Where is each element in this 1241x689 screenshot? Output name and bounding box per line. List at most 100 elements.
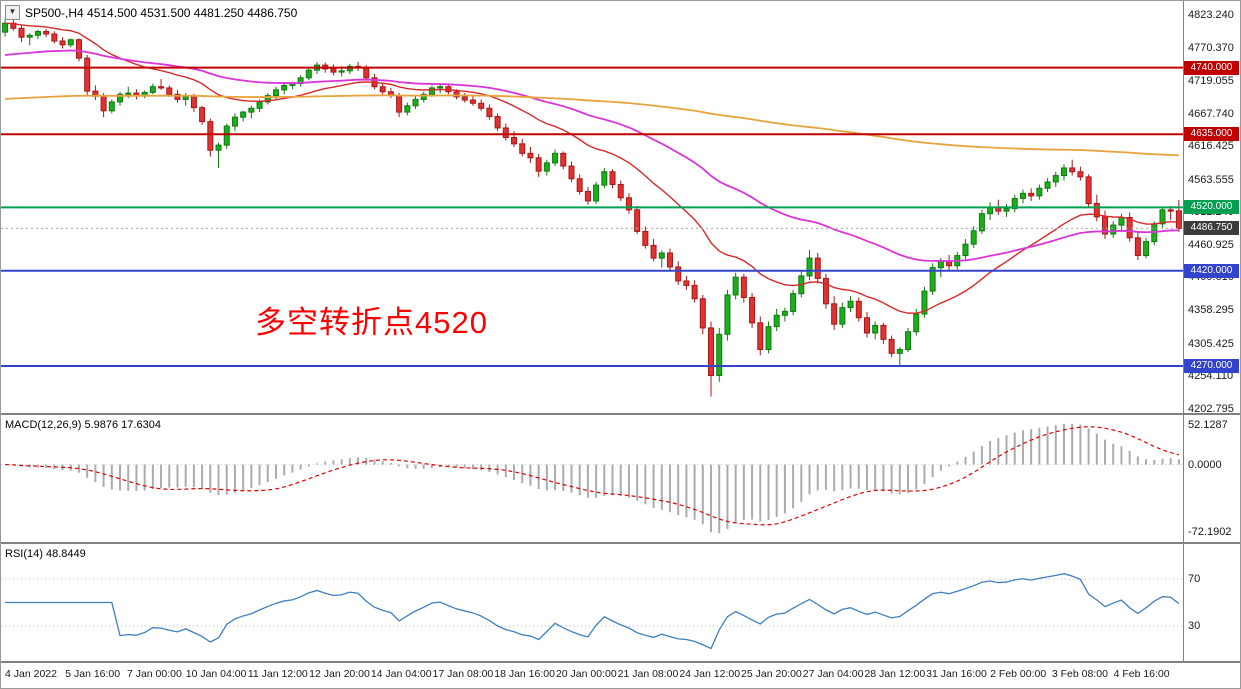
candle: [363, 67, 370, 79]
candle: [182, 95, 189, 100]
candle: [1167, 209, 1174, 212]
time-axis-label: 18 Jan 16:00: [494, 668, 555, 680]
candle: [511, 136, 518, 145]
price-axis-label: 4823.240: [1188, 8, 1234, 21]
price-axis-label: 4254.110: [1188, 370, 1234, 383]
candle: [43, 30, 50, 35]
time-axis-label: 14 Jan 04:00: [370, 668, 432, 680]
annotation-text[interactable]: 多空转折点4520: [255, 305, 488, 340]
candle: [552, 152, 559, 164]
rsi-chart-svg[interactable]: [1, 544, 1183, 661]
price-axis-label: 4667.740: [1188, 107, 1234, 120]
time-scale[interactable]: 4 Jan 2022 5 Jan 16:00 7 Jan 00:00 10 Jan 0…: [1, 663, 1240, 688]
macd-panel: MACD(12,26,9) 5.9876 17.6304: [1, 415, 1183, 542]
time-axis-label: 4 Jan 2022: [5, 668, 57, 680]
candle: [149, 86, 156, 93]
candle: [699, 298, 706, 329]
candle: [749, 296, 756, 324]
price-badge: 4520.000: [1184, 200, 1239, 215]
candle: [330, 68, 337, 73]
candle: [404, 105, 411, 113]
candle: [166, 87, 173, 95]
candle: [2, 22, 9, 33]
candle: [543, 162, 550, 172]
macd-chart-svg[interactable]: [1, 415, 1183, 542]
price-axis-label: 4358.295: [1188, 303, 1234, 316]
candle: [970, 230, 977, 245]
candle: [231, 116, 238, 127]
candle: [1159, 209, 1166, 225]
candle: [264, 95, 271, 103]
candle: [1077, 171, 1084, 178]
candle: [158, 86, 165, 89]
candle: [174, 93, 181, 100]
ma-slow: [5, 94, 1179, 157]
candle: [568, 165, 575, 180]
candle: [962, 243, 969, 257]
candle: [937, 260, 944, 269]
candle: [888, 338, 895, 354]
candle: [584, 190, 591, 202]
candle: [256, 101, 263, 109]
macd-scale: 52.1287 0.0000 -72.1902: [1184, 415, 1240, 542]
candle: [437, 86, 444, 89]
candle: [839, 307, 846, 325]
candle: [338, 70, 345, 73]
time-axis-label: 10 Jan 04:00: [185, 668, 247, 680]
time-axis-label: 28 Jan 12:00: [864, 668, 926, 680]
panel-separator[interactable]: [1, 661, 1240, 663]
time-axis-label: 25 Jan 20:00: [741, 668, 802, 680]
candle: [905, 331, 912, 351]
candle: [1003, 208, 1010, 212]
price-badge: 4486.750: [1184, 221, 1239, 236]
panel-separator[interactable]: [1, 542, 1240, 544]
time-axis-label: 27 Jan 04:00: [802, 668, 864, 680]
time-axis-label: 4 Feb 16:00: [1113, 668, 1170, 680]
candle: [18, 27, 25, 38]
candle: [666, 252, 673, 268]
candle: [880, 324, 887, 340]
price-badge: 4270.000: [1184, 359, 1239, 374]
candle: [921, 290, 928, 315]
main-chart-svg[interactable]: [1, 1, 1183, 413]
collapse-indicators-button[interactable]: ▼: [5, 5, 20, 20]
candle: [519, 143, 526, 154]
candle: [683, 280, 690, 286]
time-axis-label: 11 Jan 12:00: [247, 668, 308, 680]
candle: [190, 95, 197, 109]
main-chart-panel: ▼ SP500-,H4 4514.500 4531.500 4481.250 4…: [1, 1, 1183, 413]
candle: [740, 276, 747, 298]
rsi-header: RSI(14) 48.8449: [5, 548, 86, 560]
candle: [108, 101, 115, 112]
candle: [412, 98, 419, 107]
candle: [765, 326, 772, 351]
candle: [34, 30, 41, 36]
candle: [51, 33, 58, 42]
candle: [601, 171, 608, 186]
price-axis-label: 4305.425: [1188, 337, 1234, 350]
candle: [1093, 203, 1100, 218]
candle: [732, 276, 739, 296]
candle: [1085, 176, 1092, 205]
candle: [847, 300, 854, 309]
candle: [535, 157, 542, 172]
chart-title-ohlc: SP500-,H4 4514.500 4531.500 4481.250 448…: [25, 5, 298, 20]
candle: [502, 127, 509, 138]
candle: [675, 266, 682, 282]
candle: [1052, 175, 1059, 183]
panel-separator[interactable]: [1, 413, 1240, 415]
candle: [806, 257, 813, 277]
candle: [75, 39, 82, 59]
candle: [240, 111, 247, 118]
candle: [486, 107, 493, 118]
price-scale-divider: [1183, 1, 1184, 661]
price-scale[interactable]: 4823.240 4770.370 4719.055 4667.740 4616.425…: [1184, 1, 1240, 415]
candle: [658, 252, 665, 259]
time-axis-label: 7 Jan 00:00: [126, 668, 182, 680]
price-axis-label: 4719.055: [1188, 74, 1234, 87]
rsi-scale: 70 30: [1184, 544, 1240, 661]
candle: [617, 183, 624, 199]
candle: [781, 310, 788, 316]
rsi-axis-label: 30: [1188, 619, 1201, 632]
